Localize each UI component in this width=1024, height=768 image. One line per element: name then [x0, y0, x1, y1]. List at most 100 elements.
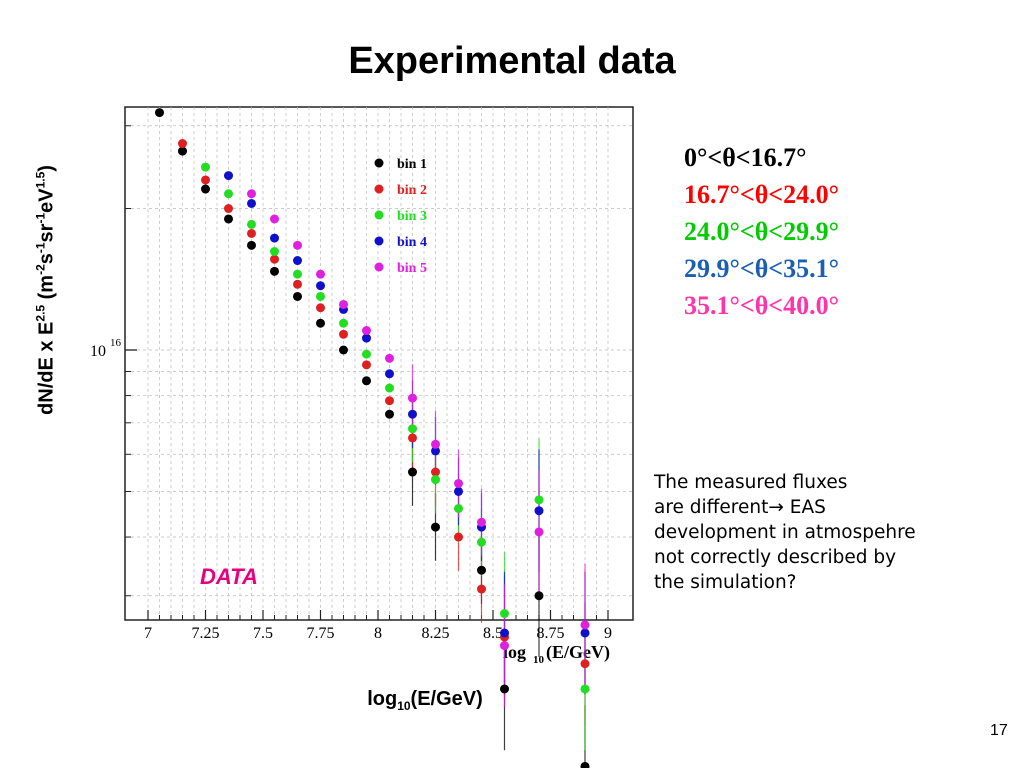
data-point	[293, 269, 302, 279]
data-point	[201, 184, 210, 194]
data-point	[477, 584, 486, 594]
x-tick-label: 8.75	[537, 625, 565, 642]
data-point	[431, 439, 440, 449]
data-point	[477, 517, 486, 527]
legend-label: bin 5	[397, 261, 427, 276]
data-point	[362, 349, 371, 359]
data-point	[316, 291, 325, 301]
x-axis-title-rest: (E/GeV)	[546, 642, 610, 663]
angle-legend-item: 35.1°<θ<40.0°	[684, 290, 839, 320]
data-point	[316, 281, 325, 291]
data-point	[580, 684, 590, 694]
note-line: the simulation?	[654, 571, 797, 593]
note-line: development in atmospehre	[654, 521, 916, 543]
angle-legend-item: 0°<θ<16.7°	[684, 143, 807, 172]
data-point	[339, 345, 348, 355]
data-point	[316, 318, 325, 328]
data-point	[580, 628, 590, 638]
data-point	[454, 532, 463, 542]
data-point	[500, 609, 509, 619]
data-point	[385, 369, 394, 379]
data-point	[224, 171, 233, 181]
data-point	[580, 659, 590, 669]
angle-legend: 0°<θ<16.7° 16.7°<θ<24.0° 24.0°<θ<29.9° 2…	[684, 140, 839, 325]
data-point	[385, 353, 394, 363]
legend-marker	[374, 236, 384, 246]
data-point	[270, 266, 279, 276]
x-tick-label: 8.25	[422, 625, 450, 642]
x-tick-label: 8.5	[483, 625, 503, 642]
data-point	[293, 256, 302, 266]
data-point	[385, 396, 394, 406]
data-point	[201, 162, 210, 172]
data-point	[454, 504, 463, 514]
data-point	[293, 279, 302, 289]
data-point	[431, 467, 440, 477]
data-point	[224, 204, 233, 214]
data-point	[534, 506, 544, 516]
data-point	[247, 219, 256, 229]
data-point	[270, 247, 279, 257]
legend-marker	[374, 158, 384, 168]
data-point	[408, 467, 417, 477]
angle-legend-item: 24.0°<θ<29.9°	[684, 216, 839, 246]
legend-marker	[374, 210, 384, 220]
y-tick-label-base: 10	[90, 343, 106, 360]
data-point	[316, 269, 325, 279]
legend-marker	[374, 262, 384, 272]
data-point	[385, 383, 394, 393]
data-point	[534, 495, 544, 505]
legend-label: bin 2	[397, 183, 427, 198]
data-point	[247, 240, 256, 250]
data-point	[477, 537, 486, 547]
data-point	[339, 299, 348, 309]
data-point	[500, 641, 509, 651]
data-point	[362, 333, 371, 343]
data-point	[580, 761, 590, 768]
x-caption-part: (E/GeV)	[410, 688, 483, 710]
data-point	[316, 303, 325, 313]
legend-label: bin 4	[397, 235, 427, 250]
data-point	[178, 139, 187, 149]
data-point	[224, 189, 233, 199]
data-point	[270, 214, 279, 224]
x-tick-label: 7.25	[192, 625, 220, 642]
data-point	[224, 214, 233, 224]
data-point	[293, 240, 302, 250]
data-point	[500, 684, 509, 694]
legend-marker	[374, 184, 384, 194]
data-point	[339, 329, 348, 339]
data-point	[385, 409, 394, 419]
data-point	[500, 628, 509, 638]
y-tick-label-exp: 16	[110, 337, 122, 349]
data-point	[339, 318, 348, 328]
angle-legend-item: 16.7°<θ<24.0°	[684, 179, 839, 209]
note-line: are different→ EAS	[654, 496, 826, 518]
plot-frame	[124, 106, 634, 621]
x-axis-caption: log10(E/GeV)	[0, 688, 850, 713]
x-tick-label: 9	[604, 625, 612, 642]
data-point	[201, 175, 210, 185]
data-point	[155, 108, 164, 118]
data-point	[454, 486, 463, 496]
x-axis-title-sub: 10	[533, 654, 545, 666]
data-point	[477, 565, 486, 575]
data-point	[431, 522, 440, 532]
angle-legend-item: 29.9°<θ<35.1°	[684, 253, 839, 283]
data-point	[408, 433, 417, 443]
data-point	[247, 198, 256, 208]
note-line: not correctly described by	[654, 546, 897, 568]
data-point	[362, 376, 371, 386]
x-caption-part: 10	[397, 699, 411, 713]
data-point	[534, 591, 544, 601]
data-point	[408, 424, 417, 434]
legend-label: bin 3	[397, 209, 427, 224]
page-number: 17	[990, 722, 1008, 739]
slide-title: Experimental data	[348, 40, 676, 82]
x-tick-label: 8	[374, 625, 382, 642]
data-point	[580, 620, 590, 630]
data-tag: DATA	[200, 564, 258, 589]
x-caption-part: log	[367, 688, 398, 710]
data-point	[362, 360, 371, 370]
